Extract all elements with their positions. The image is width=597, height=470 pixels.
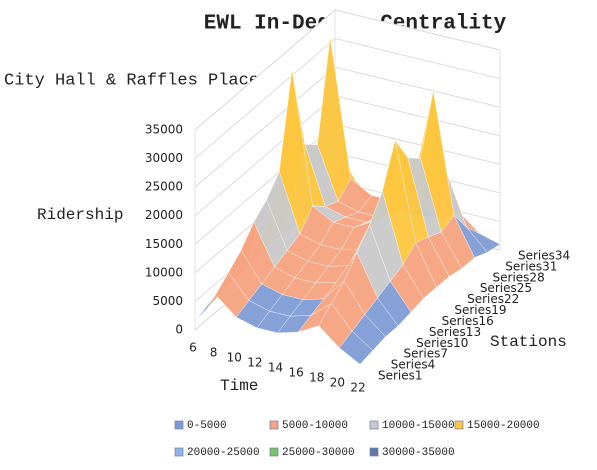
z-tick-label: 20000 [145, 208, 183, 222]
legend-swatch [269, 447, 279, 457]
x-tick-label: 6 [189, 341, 197, 355]
legend-swatch [269, 420, 279, 430]
legend: 0-5000 5000-10000 10000-15000 15000-20000 20… [174, 420, 540, 459]
z-tick-label: 0 [175, 323, 183, 337]
depth-tick-label: Series22 [467, 292, 519, 306]
z-tick-label: 35000 [145, 123, 183, 137]
z-tick-label: 25000 [145, 180, 183, 194]
legend-swatch [454, 420, 464, 430]
plot: 0 5000 10000 15000 20000 25000 30000 35000 6 8 10 1… [145, 8, 570, 395]
legend-label: 10000-15000 [382, 420, 455, 432]
x-axis-label: Time [220, 377, 258, 395]
x-tick-label: 18 [309, 371, 324, 385]
grid-line [194, 66, 336, 188]
depth-tick-label: Series19 [454, 303, 506, 317]
grid-line [334, 95, 501, 137]
depth-tick-label: Series13 [429, 325, 481, 339]
depth-tick-label: Series16 [442, 314, 494, 328]
x-tick-label: 14 [268, 361, 283, 375]
z-tick-label: 30000 [145, 151, 183, 165]
legend-label: 0-5000 [187, 420, 227, 432]
grid-line [194, 95, 336, 217]
depth-axis-label: Stations [490, 333, 567, 351]
grid-line [194, 123, 336, 245]
legend-label: 20000-25000 [187, 447, 260, 459]
annotation: City Hall & Raffles Place [4, 71, 259, 90]
grid-line [194, 38, 336, 159]
legend-swatch [174, 447, 184, 457]
depth-tick-label: Series1 [378, 369, 423, 383]
z-tick-label: 15000 [145, 237, 183, 251]
grid-line [194, 9, 336, 131]
legend-label: 15000-20000 [467, 420, 540, 432]
grid-line [334, 123, 501, 165]
z-tick-label: 5000 [152, 294, 183, 308]
surface-cell [339, 330, 374, 365]
z-axis-label: Ridership [37, 206, 123, 224]
x-tick-label: 16 [288, 366, 303, 380]
z-tick-label: 10000 [145, 265, 183, 279]
grid-line [334, 38, 501, 80]
depth-tick-label: Series31 [505, 259, 557, 273]
depth-tick-label: Series4 [391, 358, 436, 372]
grid-line [334, 66, 501, 108]
legend-label: 30000-35000 [382, 447, 455, 459]
legend-label: 25000-30000 [282, 447, 355, 459]
legend-swatch [369, 420, 379, 430]
x-tick-label: 20 [330, 376, 345, 390]
depth-tick-label: Series25 [480, 281, 532, 295]
legend-swatch [174, 420, 184, 430]
grid-line [334, 9, 501, 51]
depth-tick-label: Series10 [416, 336, 468, 350]
legend-label: 5000-10000 [282, 420, 348, 432]
x-tick-label: 10 [227, 351, 242, 365]
x-tick-label: 22 [350, 381, 365, 395]
depth-tick-label: Series28 [493, 270, 545, 284]
x-tick-label: 8 [210, 346, 218, 360]
depth-tick-label: Series7 [403, 347, 448, 361]
x-tick-label: 12 [247, 356, 262, 370]
legend-swatch [369, 447, 379, 457]
depth-tick-label: Series34 [518, 249, 570, 263]
